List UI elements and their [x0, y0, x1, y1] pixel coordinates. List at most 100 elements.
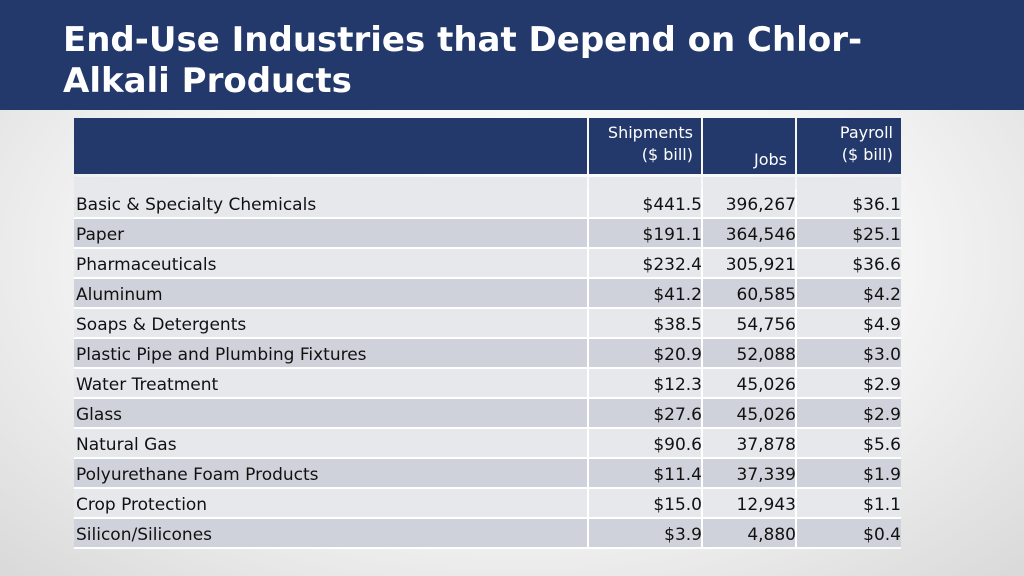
- column-divider: [795, 189, 797, 217]
- column-divider: [701, 249, 703, 277]
- column-divider: [701, 309, 703, 337]
- column-divider: [701, 369, 703, 397]
- payroll-cell: $4.9: [863, 315, 901, 335]
- column-divider: [701, 429, 703, 457]
- column-divider: [701, 489, 703, 517]
- jobs-cell: 4,880: [747, 525, 796, 545]
- table-row: Natural Gas $90.6 37,878 $5.6: [74, 429, 901, 459]
- industry-cell: Plastic Pipe and Plumbing Fixtures: [76, 345, 367, 365]
- column-divider: [795, 219, 797, 247]
- jobs-cell: 37,878: [736, 435, 796, 455]
- jobs-cell: 305,921: [725, 255, 796, 275]
- column-divider: [701, 189, 703, 217]
- column-divider: [587, 399, 589, 427]
- payroll-cell: $36.6: [852, 255, 901, 275]
- column-divider: [701, 219, 703, 247]
- column-divider: [587, 459, 589, 487]
- shipments-cell: $12.3: [653, 375, 702, 395]
- table-row: Paper $191.1 364,546 $25.1: [74, 219, 901, 249]
- shipments-cell: $15.0: [653, 495, 702, 515]
- table-row: Polyurethane Foam Products $11.4 37,339 $1.…: [74, 459, 901, 489]
- table-body: Basic & Specialty Chemicals $441.5 396,267…: [74, 189, 901, 549]
- jobs-cell: 364,546: [725, 225, 796, 245]
- spacer-cell: [74, 177, 587, 189]
- table-header: Shipments ($ bill) Jobs Payroll ($ bill): [74, 118, 901, 175]
- column-divider: [795, 309, 797, 337]
- jobs-cell: 37,339: [736, 465, 796, 485]
- industry-cell: Pharmaceuticals: [76, 255, 217, 275]
- column-divider: [587, 489, 589, 517]
- jobs-cell: 54,756: [736, 315, 796, 335]
- payroll-cell: $3.0: [863, 345, 901, 365]
- column-divider: [701, 279, 703, 307]
- shipments-cell: $3.9: [664, 525, 702, 545]
- payroll-cell: $4.2: [863, 285, 901, 305]
- shipments-cell: $441.5: [642, 195, 702, 215]
- header-shipments-line2: ($ bill): [641, 145, 693, 164]
- column-divider: [701, 399, 703, 427]
- shipments-cell: $41.2: [653, 285, 702, 305]
- table-row: Water Treatment $12.3 45,026 $2.9: [74, 369, 901, 399]
- column-divider: [701, 519, 703, 547]
- industry-cell: Natural Gas: [76, 435, 177, 455]
- table-row: Aluminum $41.2 60,585 $4.2: [74, 279, 901, 309]
- jobs-cell: 45,026: [736, 375, 796, 395]
- column-divider: [795, 249, 797, 277]
- shipments-cell: $90.6: [653, 435, 702, 455]
- shipments-cell: $232.4: [642, 255, 702, 275]
- header-shipments: Shipments ($ bill): [589, 118, 701, 174]
- header-payroll: Payroll ($ bill): [797, 118, 901, 174]
- column-divider: [795, 369, 797, 397]
- shipments-cell: $11.4: [653, 465, 702, 485]
- header-shipments-line1: Shipments: [607, 123, 693, 142]
- industry-cell: Basic & Specialty Chemicals: [76, 195, 317, 215]
- table-row: Glass $27.6 45,026 $2.9: [74, 399, 901, 429]
- header-jobs-label: Jobs: [754, 150, 787, 169]
- spacer-cell: [797, 177, 901, 189]
- title-bar: End-Use Industries that Depend on Chlor-…: [0, 0, 1024, 110]
- column-divider: [587, 519, 589, 547]
- column-divider: [587, 249, 589, 277]
- column-divider: [795, 339, 797, 367]
- column-divider: [795, 399, 797, 427]
- column-divider: [795, 279, 797, 307]
- shipments-cell: $27.6: [653, 405, 702, 425]
- column-divider: [795, 519, 797, 547]
- jobs-cell: 45,026: [736, 405, 796, 425]
- header-jobs: Jobs: [703, 118, 795, 174]
- column-divider: [587, 189, 589, 217]
- industry-cell: Polyurethane Foam Products: [76, 465, 319, 485]
- column-divider: [587, 219, 589, 247]
- column-divider: [701, 339, 703, 367]
- industry-cell: Paper: [76, 225, 125, 245]
- industry-cell: Crop Protection: [76, 495, 208, 515]
- jobs-cell: 396,267: [725, 195, 796, 215]
- industry-cell: Silicon/Silicones: [76, 525, 213, 545]
- table-row: Crop Protection $15.0 12,943 $1.1: [74, 489, 901, 519]
- payroll-cell: $1.9: [863, 465, 901, 485]
- jobs-cell: 12,943: [736, 495, 796, 515]
- slide-title: End-Use Industries that Depend on Chlor-…: [63, 20, 863, 101]
- column-divider: [795, 459, 797, 487]
- table-row: Silicon/Silicones $3.9 4,880 $0.4: [74, 519, 901, 549]
- shipments-cell: $38.5: [653, 315, 702, 335]
- column-divider: [587, 279, 589, 307]
- jobs-cell: 60,585: [736, 285, 796, 305]
- column-divider: [795, 429, 797, 457]
- payroll-cell: $36.1: [852, 195, 901, 215]
- industry-cell: Aluminum: [76, 285, 163, 305]
- shipments-cell: $20.9: [653, 345, 702, 365]
- table-row: Soaps & Detergents $38.5 54,756 $4.9: [74, 309, 901, 339]
- table-row: Basic & Specialty Chemicals $441.5 396,267…: [74, 189, 901, 219]
- payroll-cell: $2.9: [863, 405, 901, 425]
- shipments-cell: $191.1: [642, 225, 702, 245]
- header-payroll-line2: ($ bill): [841, 145, 893, 164]
- payroll-cell: $1.1: [863, 495, 901, 515]
- payroll-cell: $2.9: [863, 375, 901, 395]
- column-divider: [795, 489, 797, 517]
- payroll-cell: $0.4: [863, 525, 901, 545]
- jobs-cell: 52,088: [736, 345, 796, 365]
- column-divider: [587, 429, 589, 457]
- spacer-cell: [703, 177, 795, 189]
- column-divider: [587, 309, 589, 337]
